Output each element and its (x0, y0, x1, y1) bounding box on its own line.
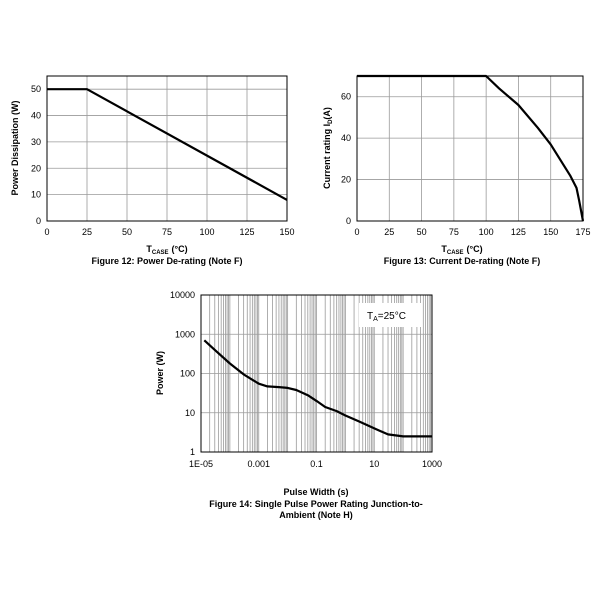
y-tick-label: 40 (31, 111, 41, 121)
x-tick-label: 25 (384, 227, 394, 237)
y-tick-label: 10 (185, 408, 195, 418)
series-line (203, 339, 432, 438)
x-tick-label: 50 (417, 227, 427, 237)
x-tick-label: 0 (44, 227, 49, 237)
plot-frame (356, 75, 584, 222)
y-tick-label: 40 (341, 133, 351, 143)
y-axis-label-main: Current rating I (322, 124, 332, 189)
y-tick-label: 1 (190, 447, 195, 457)
y-axis-label: Power Dissipation (W) (10, 100, 20, 195)
x-tick-label: 100 (479, 227, 494, 237)
grid (46, 76, 288, 222)
figure-caption-line-2: Ambient (Note H) (279, 510, 353, 520)
y-tick-label: 0 (346, 216, 351, 226)
x-axis-label: TCASE (°C) (441, 244, 482, 256)
annotation-sub: A (373, 316, 378, 323)
x-tick-label: 125 (239, 227, 254, 237)
series-line (47, 88, 288, 201)
y-tick-label: 20 (31, 163, 41, 173)
x-axis-label-sub: CASE (447, 250, 464, 256)
y-tick-label: 10 (31, 190, 41, 200)
x-tick-label: 1E-05 (189, 459, 213, 469)
x-tick-label: 0.1 (310, 459, 323, 469)
y-tick-label: 10000 (170, 290, 195, 300)
x-tick-label: 50 (122, 227, 132, 237)
chart-single-pulse-power: TA=25°C 1E-05 0.001 0.1 10 1000 1 10 100 1000 10… (155, 290, 442, 520)
chart-current-derating: 0 25 50 75 100 125 150 175 0 20 40 60 Current rati… (322, 74, 591, 266)
y-tick-labels: 0 20 40 60 (341, 92, 351, 226)
y-tick-label: 50 (31, 84, 41, 94)
x-tick-label: 175 (575, 227, 590, 237)
x-axis-label: TCASE (°C) (146, 244, 187, 256)
x-axis-label-sub: CASE (152, 250, 169, 256)
x-axis-label-main: T (441, 244, 447, 254)
plot-frame (46, 75, 288, 222)
x-tick-label: 10 (369, 459, 379, 469)
x-axis-label-unit: (°C) (172, 244, 188, 254)
grid (356, 76, 584, 222)
x-tick-labels: 1E-05 0.001 0.1 10 1000 (189, 459, 442, 469)
y-tick-label: 30 (31, 137, 41, 147)
y-tick-label: 60 (341, 92, 351, 102)
y-axis-label-unit: (A) (322, 107, 332, 120)
y-tick-label: 20 (341, 175, 351, 185)
annotation-box (359, 303, 421, 327)
x-tick-label: 150 (543, 227, 558, 237)
x-tick-labels: 0 25 50 75 100 125 150 (44, 227, 294, 237)
x-tick-label: 125 (511, 227, 526, 237)
figure-caption: Figure 13: Current De-rating (Note F) (384, 256, 541, 266)
x-tick-label: 25 (82, 227, 92, 237)
y-axis-label-sub: D (328, 119, 334, 124)
grid (200, 294, 432, 453)
x-axis-label: Pulse Width (s) (284, 487, 349, 497)
figure-caption-line-1: Figure 14: Single Pulse Power Rating Jun… (209, 499, 423, 509)
y-axis-label: Power (W) (155, 351, 165, 395)
y-tick-label: 100 (180, 369, 195, 379)
x-tick-labels: 0 25 50 75 100 125 150 175 (354, 227, 590, 237)
series-line (357, 74, 585, 222)
x-axis-label-main: T (146, 244, 152, 254)
x-tick-label: 75 (449, 227, 459, 237)
y-tick-labels: 1 10 100 1000 10000 (170, 290, 195, 457)
y-axis-label: Current rating ID(A) (322, 107, 334, 189)
x-tick-label: 75 (162, 227, 172, 237)
plot-frame (200, 294, 433, 453)
annotation-temperature: TA=25°C (367, 311, 406, 323)
x-tick-label: 0 (354, 227, 359, 237)
y-tick-labels: 0 10 20 30 40 50 (31, 84, 41, 226)
x-tick-label: 150 (279, 227, 294, 237)
figure-caption: Figure 12: Power De-rating (Note F) (91, 256, 242, 266)
y-tick-label: 0 (36, 216, 41, 226)
chart-power-derating: 0 25 50 75 100 125 150 0 10 20 30 40 50 Power Dissi… (10, 75, 295, 266)
x-axis-label-unit: (°C) (467, 244, 483, 254)
x-tick-label: 1000 (422, 459, 442, 469)
y-tick-label: 1000 (175, 329, 195, 339)
annotation-rest: =25°C (378, 311, 406, 322)
x-tick-label: 100 (199, 227, 214, 237)
annotation-main: T (367, 311, 373, 322)
x-tick-label: 0.001 (247, 459, 270, 469)
